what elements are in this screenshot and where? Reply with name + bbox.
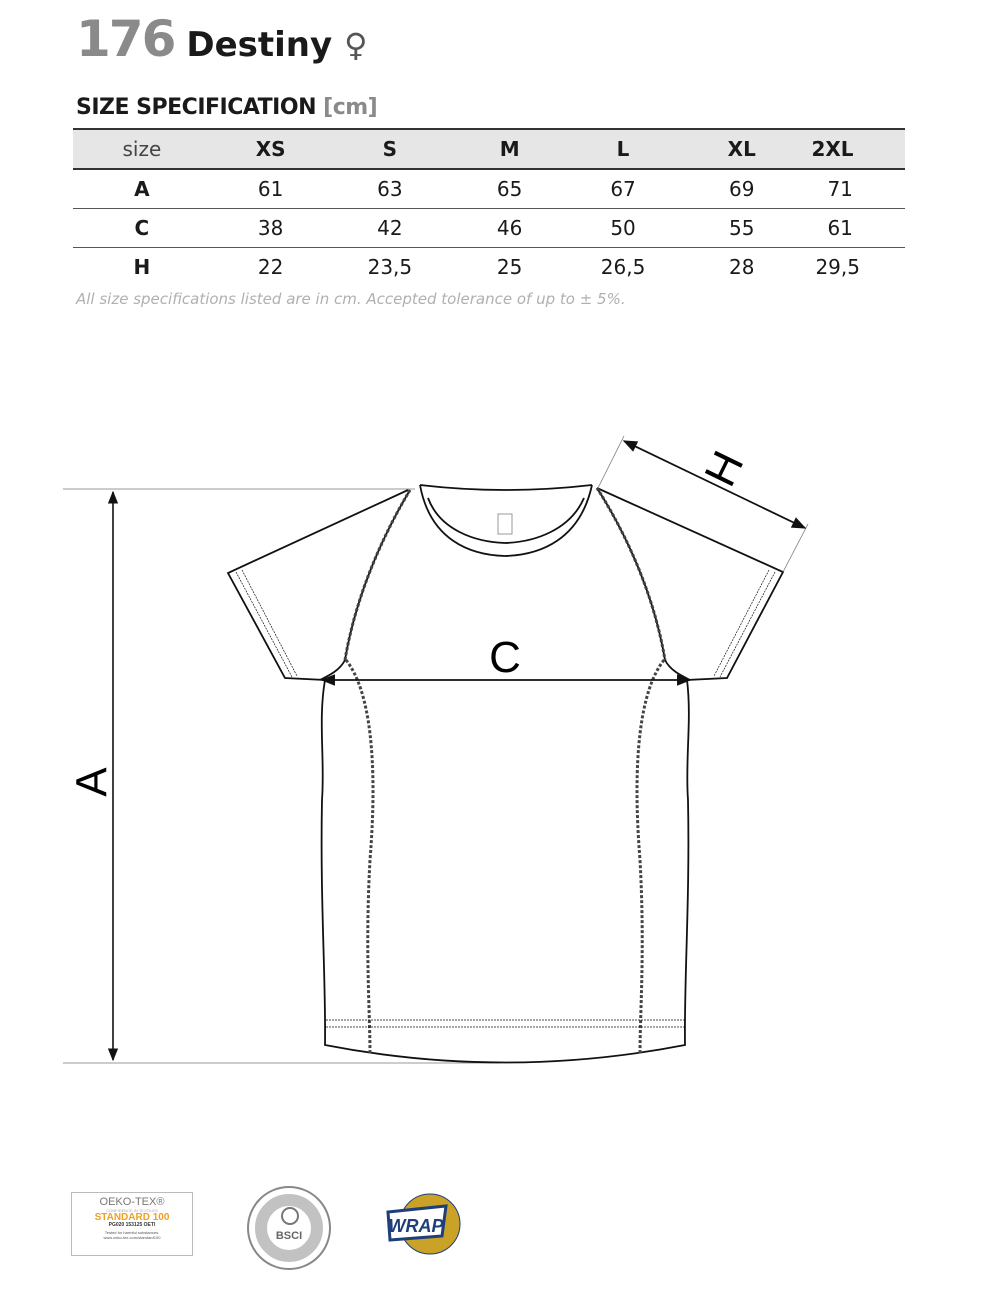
product-name: Destiny xyxy=(186,25,333,65)
table-cell: 63 xyxy=(377,177,403,201)
table-cell: 26,5 xyxy=(600,255,646,279)
table-cell: 23,5 xyxy=(367,255,413,279)
table-cell: 69 xyxy=(729,177,755,201)
table-cell: 67 xyxy=(610,177,636,201)
table-cell: 28 xyxy=(729,255,755,279)
bsci-logo: BSCI xyxy=(247,1186,331,1270)
label-tag-icon xyxy=(497,513,513,535)
svg-text:WRAP: WRAP xyxy=(389,1216,445,1236)
product-title: 176 Destiny ♀ xyxy=(76,10,368,68)
column-header: XL xyxy=(727,137,756,161)
table-row: A 61 63 65 67 69 71 xyxy=(73,169,905,209)
table-cell: 61 xyxy=(827,216,853,240)
measure-a-label: A xyxy=(68,767,117,797)
measure-h-line xyxy=(622,440,807,529)
table-cell: 38 xyxy=(257,216,284,240)
table-cell: 25 xyxy=(496,255,523,279)
column-header: 2XL xyxy=(811,137,854,161)
tolerance-note: All size specifications listed are in cm… xyxy=(76,290,626,308)
tshirt-outline xyxy=(226,484,785,1064)
row-label: H xyxy=(133,255,151,279)
column-header: L xyxy=(616,137,630,161)
table-cell: 61 xyxy=(257,177,284,201)
section-title-text: SIZE SPECIFICATION xyxy=(76,95,316,120)
oeko-tex-logo: OEKO-TEX® CONFIDENCE IN TEXTILES STANDAR… xyxy=(71,1192,193,1256)
wrap-logo: WRAP xyxy=(386,1193,461,1255)
table-cell: 42 xyxy=(377,216,403,240)
svg-text:BSCI: BSCI xyxy=(276,1230,302,1242)
row-label: C xyxy=(134,216,150,240)
table-cell: 71 xyxy=(827,177,853,201)
table-cell: 46 xyxy=(496,216,523,240)
table-cell: 29,5 xyxy=(815,255,860,279)
tshirt-diagram: A C H xyxy=(63,435,809,1064)
table-row: C 38 42 46 50 55 61 xyxy=(73,209,905,248)
column-header: XS xyxy=(255,137,286,161)
size-table: size XS S M L XL 2XL A 61 63 65 67 69 71… xyxy=(73,128,905,286)
product-number: 176 xyxy=(76,10,176,68)
section-title: SIZE SPECIFICATION [cm] xyxy=(76,95,378,120)
measure-h-label: H xyxy=(695,444,753,494)
table-cell: 22 xyxy=(257,255,284,279)
column-header: size xyxy=(122,137,162,161)
table-cell: 65 xyxy=(496,177,523,201)
table-cell: 50 xyxy=(610,216,636,240)
section-unit: [cm] xyxy=(323,95,378,120)
table-header-row: size XS S M L XL 2XL xyxy=(73,129,905,169)
column-header: S xyxy=(382,137,398,161)
row-label: A xyxy=(134,177,150,201)
measure-c-label: C xyxy=(489,633,521,682)
table-row: H 22 23,5 25 26,5 28 29,5 xyxy=(73,248,905,287)
column-header: M xyxy=(499,137,520,161)
female-icon: ♀ xyxy=(344,26,368,64)
table-cell: 55 xyxy=(729,216,755,240)
